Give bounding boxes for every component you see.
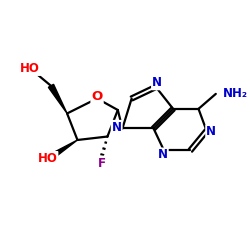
Text: O: O: [92, 90, 103, 103]
Text: N: N: [158, 148, 168, 162]
Text: F: F: [98, 156, 106, 170]
Text: HO: HO: [20, 62, 40, 75]
Text: N: N: [112, 121, 122, 134]
Text: N: N: [152, 76, 162, 89]
Text: NH₂: NH₂: [223, 88, 248, 101]
Text: HO: HO: [38, 152, 58, 165]
Polygon shape: [47, 140, 78, 161]
Text: N: N: [206, 126, 216, 138]
Polygon shape: [48, 84, 67, 114]
